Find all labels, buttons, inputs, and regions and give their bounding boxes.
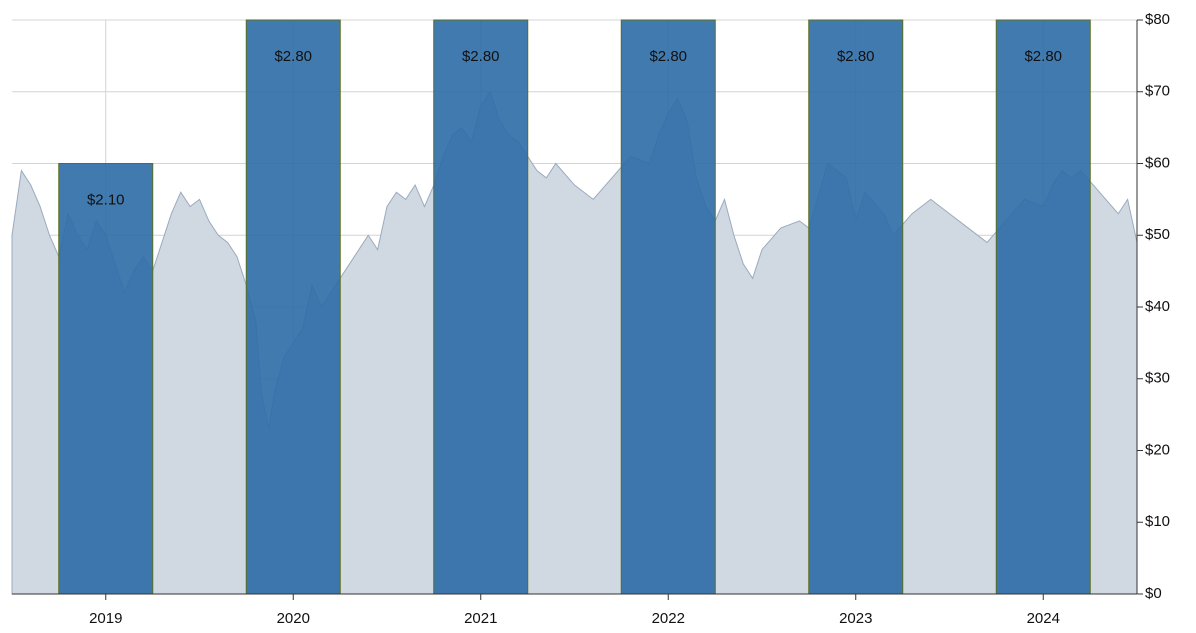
bar-label: $2.80: [462, 48, 500, 65]
dividend-bar: [620, 19, 716, 595]
y-tick-label: $10: [1145, 513, 1170, 530]
y-tick-label: $50: [1145, 226, 1170, 243]
y-tick-label: $20: [1145, 441, 1170, 458]
x-tick-label: 2020: [277, 610, 310, 627]
bar-label: $2.80: [1024, 48, 1062, 65]
bar-label: $2.80: [274, 48, 312, 65]
dividend-bar: [433, 19, 529, 595]
bar-label: $2.80: [837, 48, 875, 65]
y-tick-label: $80: [1145, 11, 1170, 28]
x-tick-label: 2023: [839, 610, 872, 627]
x-tick-label: 2019: [89, 610, 122, 627]
bar-label: $2.10: [87, 191, 125, 208]
y-tick-label: $0: [1145, 585, 1162, 602]
dividend-bar: [808, 19, 904, 595]
x-tick-label: 2021: [464, 610, 497, 627]
dividend-bar: [58, 163, 154, 595]
y-tick-label: $30: [1145, 370, 1170, 387]
dividend-bar: [995, 19, 1091, 595]
y-tick-label: $60: [1145, 154, 1170, 171]
x-tick-label: 2022: [652, 610, 685, 627]
dividend-bar: [245, 19, 341, 595]
y-tick-label: $70: [1145, 83, 1170, 100]
x-tick-label: 2024: [1027, 610, 1060, 627]
y-tick-label: $40: [1145, 298, 1170, 315]
bar-label: $2.80: [649, 48, 687, 65]
price-area: [11, 90, 1138, 595]
